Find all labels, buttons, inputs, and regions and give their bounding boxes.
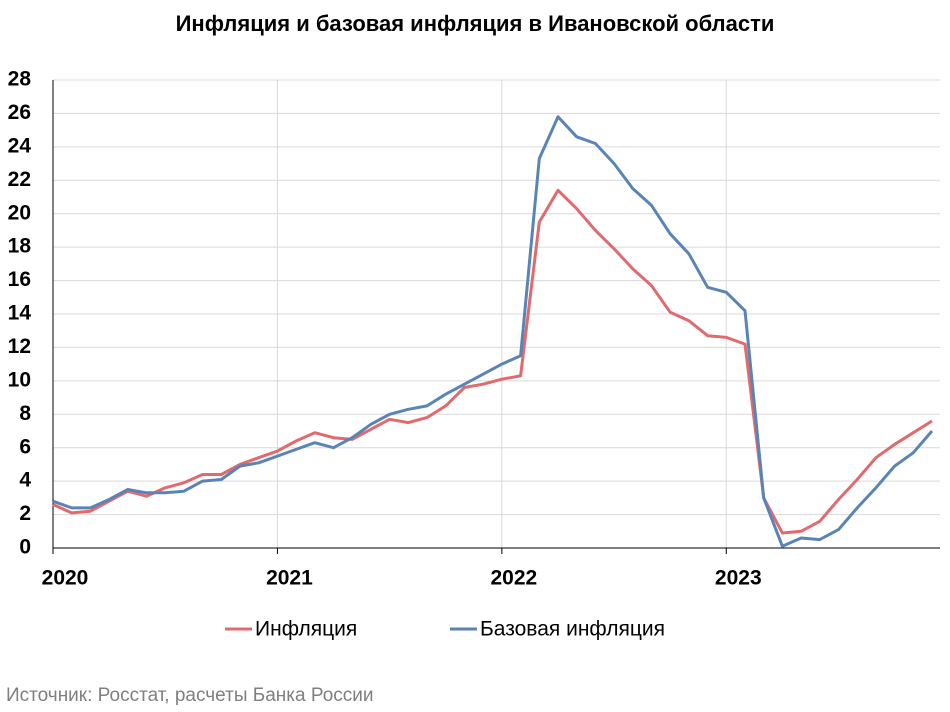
y-tick-label: 0 bbox=[19, 536, 31, 559]
y-tick-label: 2 bbox=[19, 502, 31, 525]
y-tick-label: 18 bbox=[8, 235, 32, 258]
x-tick-label: 2021 bbox=[266, 567, 313, 590]
y-tick-label: 8 bbox=[19, 402, 31, 425]
y-tick-label: 10 bbox=[8, 368, 31, 391]
y-tick-label: 20 bbox=[8, 201, 31, 224]
y-tick-label: 22 bbox=[8, 168, 31, 191]
legend-label: Инфляция bbox=[255, 618, 357, 641]
chart-title: Инфляция и базовая инфляция в Ивановской… bbox=[176, 11, 775, 36]
line-series bbox=[52, 115, 934, 548]
y-tick-label: 24 bbox=[8, 134, 32, 157]
legend-label: Базовая инфляция bbox=[480, 618, 665, 641]
y-tick-label: 14 bbox=[8, 302, 32, 325]
y-tick-label: 28 bbox=[8, 68, 32, 91]
x-tick-label: 2022 bbox=[490, 567, 537, 590]
y-tick-label: 16 bbox=[8, 268, 31, 291]
source-note: Источник: Росстат, расчеты Банка России bbox=[6, 685, 374, 706]
y-tick-label: 12 bbox=[8, 335, 31, 358]
x-tick-label: 2023 bbox=[715, 567, 762, 590]
y-tick-label: 6 bbox=[19, 435, 31, 458]
line-series bbox=[52, 188, 933, 535]
y-tick-label: 4 bbox=[19, 469, 31, 492]
y-tick-label: 26 bbox=[8, 101, 31, 124]
x-tick-label: 2020 bbox=[42, 567, 89, 590]
